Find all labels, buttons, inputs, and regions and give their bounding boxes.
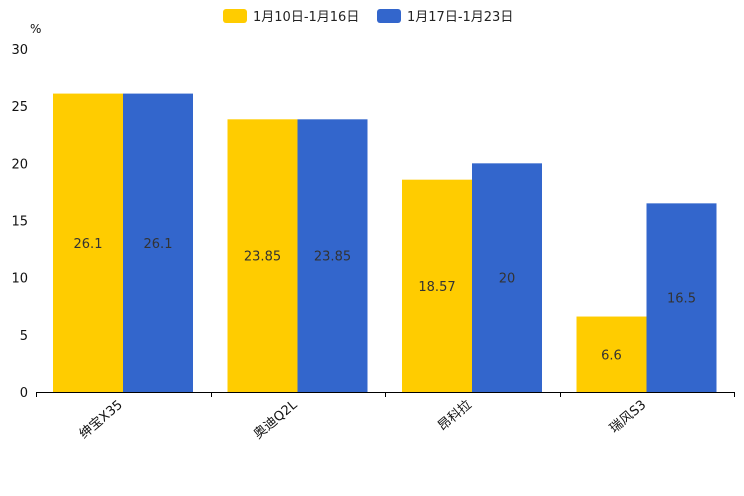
- bar-value-label: 23.85: [244, 250, 281, 265]
- bar-value-label: 26.1: [74, 237, 103, 252]
- bar-昂科拉-series-1: [402, 179, 472, 392]
- y-tick-label: 25: [11, 100, 28, 115]
- x-tick-label: 绅宝X35: [77, 398, 126, 443]
- bar-瑞风S3-series-2: [646, 203, 717, 392]
- bar-value-label: 23.85: [314, 250, 351, 265]
- bar-value-label: 18.57: [418, 280, 455, 295]
- y-tick-label: 0: [20, 386, 28, 401]
- bar-奥迪Q2L-series-1: [227, 119, 298, 392]
- bar-昂科拉-series-2: [472, 163, 542, 392]
- bar-labels: 26.1 26.1 23.85 23.85 18.57 20 6.6 16.5: [74, 237, 696, 363]
- legend: 1月10日-1月16日 1月17日-1月23日: [223, 9, 513, 25]
- legend-label-series-2: 1月17日-1月23日: [407, 10, 513, 25]
- legend-label-series-1: 1月10日-1月16日: [253, 10, 359, 25]
- x-tick-label: 瑞风S3: [607, 398, 649, 437]
- bar-绅宝X35-series-2: [123, 93, 193, 392]
- bar-value-label: 26.1: [144, 237, 173, 252]
- y-tick-label: 30: [11, 43, 28, 58]
- bar-value-label: 16.5: [667, 292, 696, 307]
- legend-swatch-series-1: [223, 9, 247, 23]
- bar-value-label: 6.6: [601, 348, 622, 363]
- y-tick-label: 15: [11, 215, 28, 230]
- y-axis: 0 5 10 15 20 25 30: [11, 43, 28, 401]
- bar-瑞风S3-series-1: [576, 316, 647, 392]
- legend-swatch-series-2: [377, 9, 401, 23]
- bar-value-label: 20: [499, 272, 516, 287]
- y-tick-label: 20: [11, 157, 28, 172]
- bar-绅宝X35-series-1: [53, 93, 123, 392]
- y-tick-label: 5: [20, 329, 28, 344]
- bars: [53, 93, 717, 392]
- bar-奥迪Q2L-series-2: [297, 119, 368, 392]
- x-tick-label: 昂科拉: [435, 398, 475, 435]
- y-tick-label: 10: [11, 272, 28, 287]
- y-axis-unit-label: %: [30, 22, 41, 36]
- x-tick-label: 奥迪Q2L: [251, 397, 301, 442]
- x-axis: 绅宝X35 奥迪Q2L 昂科拉 瑞风S3: [36, 392, 735, 442]
